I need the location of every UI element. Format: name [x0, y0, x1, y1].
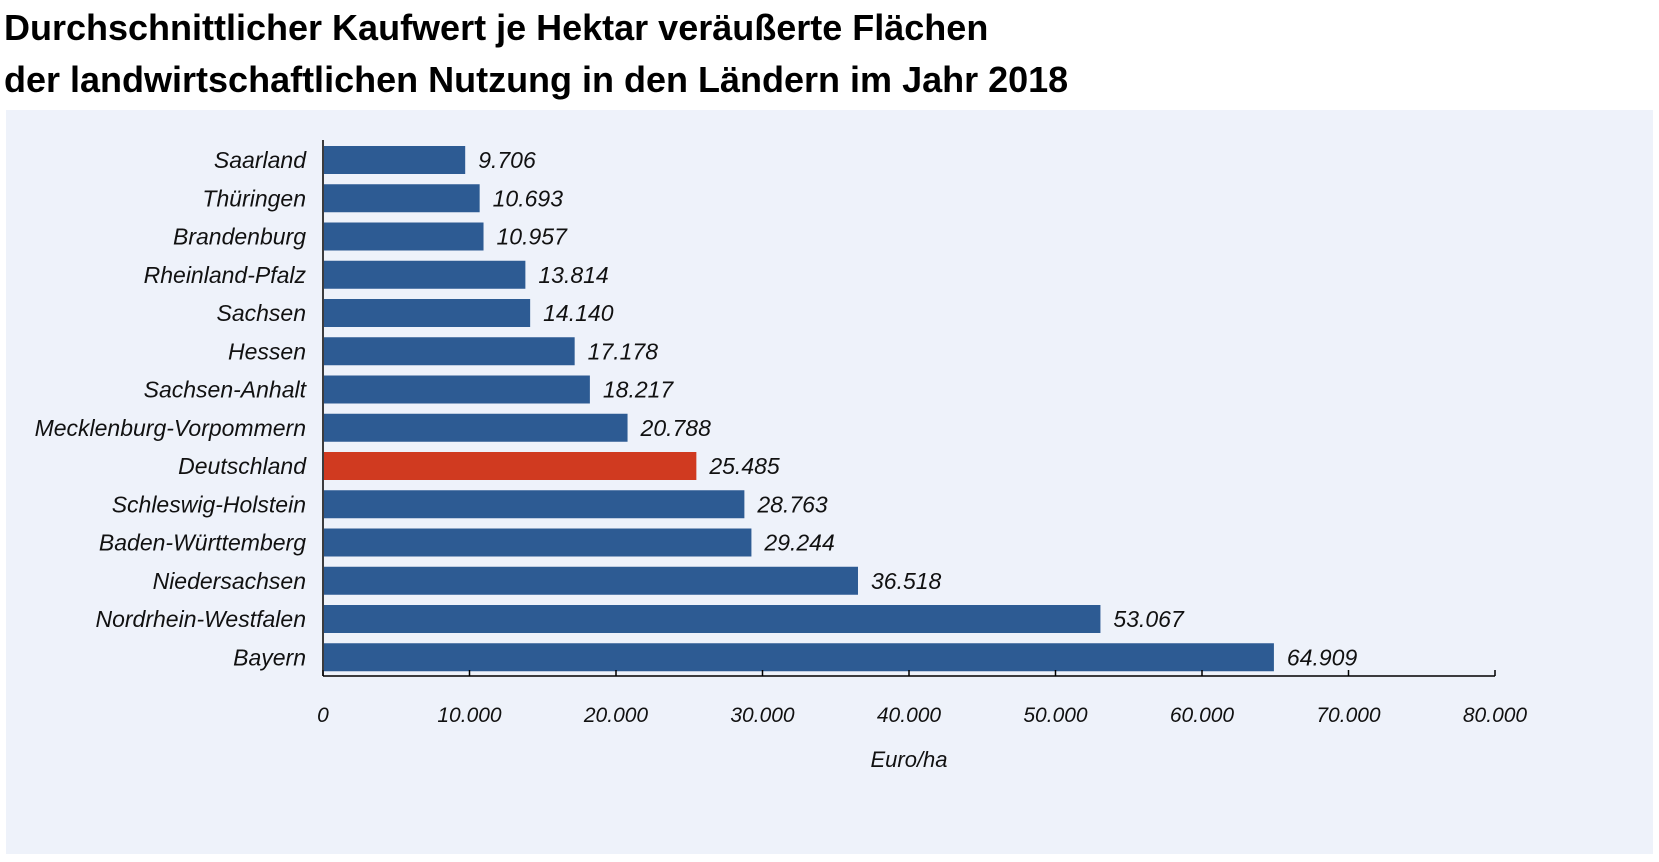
category-label-hessen: Hessen — [228, 338, 306, 364]
value-label-sachsen: 14.140 — [543, 300, 614, 326]
bar-baden-wuerttemberg — [324, 528, 752, 557]
category-label-saarland: Saarland — [214, 147, 307, 173]
value-label-deutschland: 25.485 — [708, 453, 780, 479]
value-label-brandenburg: 10.957 — [497, 224, 569, 250]
value-label-rheinland-pfalz: 13.814 — [538, 262, 608, 288]
category-label-sachsen: Sachsen — [216, 300, 306, 326]
x-axis-label: Euro/ha — [870, 747, 947, 772]
x-tick-label-5: 50.000 — [1023, 704, 1088, 727]
value-label-thueringen: 10.693 — [493, 185, 564, 211]
value-label-nordrhein-westfalen: 53.067 — [1113, 606, 1185, 632]
value-label-schleswig-holstein: 28.763 — [756, 491, 828, 517]
x-axis: 0 10.000 20.000 30.000 40.000 50.000 60.000 70.… — [317, 140, 1527, 727]
bar-bayern — [324, 643, 1274, 672]
bar-brandenburg — [324, 222, 484, 251]
category-label-rheinland-pfalz: Rheinland-Pfalz — [144, 262, 307, 288]
x-tick-label-8: 80.000 — [1463, 704, 1528, 727]
value-label-hessen: 17.178 — [588, 338, 659, 364]
value-label-mecklenburg-vorpommern: 20.788 — [640, 415, 712, 441]
chart-title: Durchschnittlicher Kaufwert je Hektar ve… — [4, 2, 1068, 106]
chart-title-line-2: der landwirtschaftlichen Nutzung in den … — [4, 59, 1069, 100]
category-label-baden-wuerttemberg: Baden-Württemberg — [99, 530, 306, 556]
value-label-sachsen-anhalt: 18.217 — [603, 377, 675, 403]
category-label-niedersachsen: Niedersachsen — [153, 568, 306, 594]
bars-group — [324, 146, 1274, 672]
category-label-bayern: Bayern — [233, 644, 306, 670]
bar-niedersachsen — [324, 566, 858, 595]
category-label-thueringen: Thüringen — [202, 185, 306, 211]
chart-title-line-1: Durchschnittlicher Kaufwert je Hektar ve… — [4, 7, 989, 48]
x-tick-label-6: 60.000 — [1170, 704, 1235, 727]
bar-deutschland — [324, 452, 697, 480]
category-label-deutschland: Deutschland — [178, 453, 307, 479]
x-tick-label-1: 10.000 — [437, 704, 502, 727]
bar-nordrhein-westfalen — [324, 605, 1101, 633]
category-labels: Saarland Thüringen Brandenburg Rheinland-Pf… — [35, 147, 308, 670]
x-tick-label-3: 30.000 — [730, 704, 795, 727]
bar-schleswig-holstein — [324, 490, 745, 519]
value-labels: 9.706 10.693 10.957 13.814 14.140 17.178 18.21… — [478, 147, 1357, 670]
category-label-brandenburg: Brandenburg — [173, 224, 306, 250]
x-tick-label-2: 20.000 — [583, 704, 649, 727]
bar-saarland — [324, 146, 466, 174]
bar-hessen — [324, 337, 575, 366]
category-label-schleswig-holstein: Schleswig-Holstein — [112, 491, 306, 517]
category-label-nordrhein-westfalen: Nordrhein-Westfalen — [95, 606, 306, 632]
x-tick-label-4: 40.000 — [877, 704, 942, 727]
x-tick-label-7: 70.000 — [1316, 704, 1381, 727]
x-tick-label-0: 0 — [317, 704, 329, 727]
bar-mecklenburg-vorpommern — [324, 413, 628, 442]
chart-panel — [6, 110, 1653, 854]
value-label-baden-wuerttemberg: 29.244 — [763, 530, 834, 556]
value-label-niedersachsen: 36.518 — [871, 568, 942, 594]
value-label-saarland: 9.706 — [478, 147, 536, 173]
bar-sachsen — [324, 299, 531, 327]
category-label-mecklenburg-vorpommern: Mecklenburg-Vorpommern — [35, 415, 306, 441]
value-label-bayern: 64.909 — [1287, 644, 1358, 670]
category-label-sachsen-anhalt: Sachsen-Anhalt — [144, 377, 308, 403]
bar-thueringen — [324, 184, 480, 213]
bar-sachsen-anhalt — [324, 375, 590, 404]
bar-rheinland-pfalz — [324, 260, 526, 289]
